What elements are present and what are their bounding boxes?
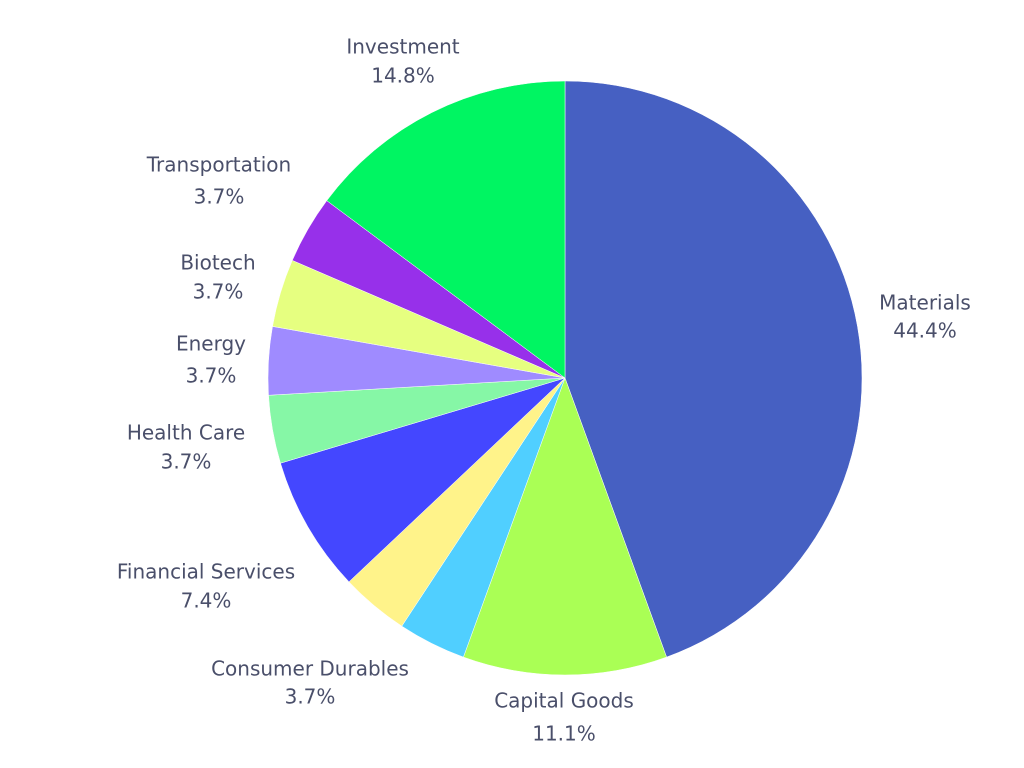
slice-label-financial-services: Financial Services [117, 560, 295, 584]
slice-value-energy: 3.7% [186, 364, 237, 388]
slice-value-health-care: 3.7% [161, 450, 212, 474]
slice-value-biotech: 3.7% [193, 280, 244, 304]
slice-label-energy: Energy [176, 332, 246, 356]
slice-label-health-care: Health Care [127, 421, 245, 445]
slice-value-capital-goods: 11.1% [532, 722, 596, 746]
slice-investment [326, 80, 566, 379]
slice-value-investment: 14.8% [371, 64, 435, 88]
slices-layer [267, 80, 863, 676]
slice-label-materials: Materials [879, 291, 971, 315]
slice-value-materials: 44.4% [893, 319, 957, 343]
slice-label-transportation: Transportation [146, 153, 291, 177]
slice-label-consumer-durables: Consumer Durables [211, 657, 409, 681]
slice-capital-goods [463, 377, 667, 676]
slice-value-transportation: 3.7% [194, 185, 245, 209]
slice-label-capital-goods: Capital Goods [494, 689, 634, 713]
slice-value-consumer-durables: 3.7% [285, 685, 336, 709]
slice-label-investment: Investment [346, 35, 459, 59]
slice-materials [564, 80, 863, 658]
slice-label-biotech: Biotech [180, 251, 255, 275]
slice-value-financial-services: 7.4% [181, 589, 232, 613]
slice-financial-services [280, 377, 566, 583]
labels-layer: Materials 44.4% Capital Goods 11.1% Consumer… [117, 35, 971, 746]
